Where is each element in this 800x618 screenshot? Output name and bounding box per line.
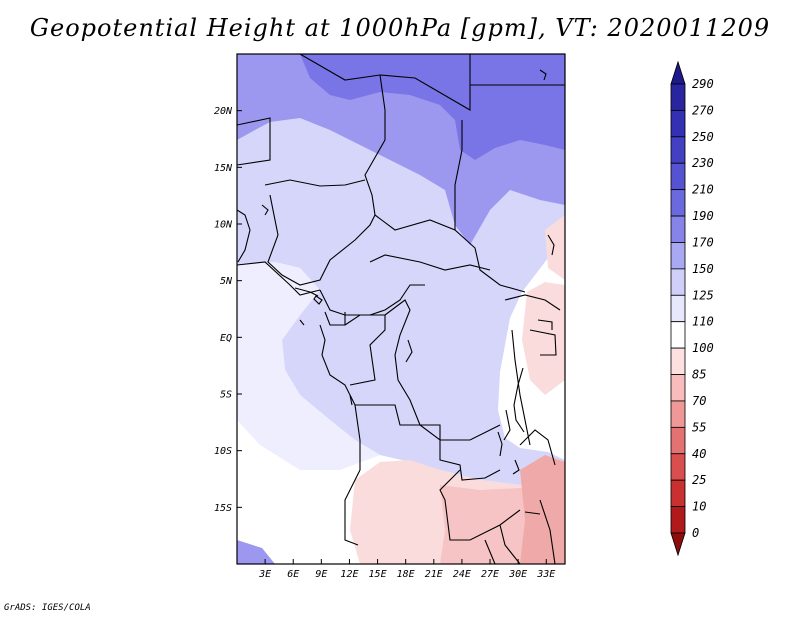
y-tick-label: EQ — [220, 333, 232, 344]
colorbar-label: 25 — [692, 473, 706, 487]
colorbar-swatch — [670, 294, 686, 323]
colorbar-label: 100 — [692, 341, 714, 355]
colorbar-label: 230 — [692, 156, 714, 170]
colorbar-swatch — [670, 506, 686, 534]
x-tick-label: 12E — [340, 569, 358, 580]
y-tick-label: 20N — [214, 106, 233, 117]
field-region — [520, 455, 565, 564]
field-region — [300, 54, 565, 160]
field-region — [522, 282, 565, 395]
colorbar-label: 170 — [692, 235, 714, 249]
field-region — [237, 54, 300, 115]
colorbar-swatch — [670, 215, 686, 243]
colorbar-swatch — [670, 189, 686, 217]
colorbar-label: 125 — [692, 288, 714, 302]
colorbar-swatch — [670, 374, 686, 402]
longitude-axis: 3E 6E 9E 12E 15E 18E 21E 24E 27E 30E 33E — [258, 559, 555, 580]
colorbar-bottom-arrow — [670, 532, 686, 557]
x-tick-label: 18E — [397, 569, 415, 580]
y-tick-label: 10N — [214, 220, 233, 231]
colorbar-label: 290 — [692, 77, 714, 91]
colorbar-label: 270 — [692, 103, 714, 117]
field-region — [237, 262, 380, 470]
y-tick-label: 15S — [214, 503, 232, 514]
colorbar-swatch — [670, 479, 686, 507]
y-tick-label: 10S — [214, 446, 232, 457]
colorbar-top-arrow — [670, 60, 686, 85]
x-tick-label: 24E — [453, 569, 471, 580]
field-region — [237, 540, 275, 564]
colorbar-label: 150 — [692, 262, 714, 276]
x-tick-label: 33E — [536, 569, 555, 580]
colorbar-swatch — [670, 453, 686, 481]
map-title: Geopotential Height at 1000hPa [gpm], VT… — [29, 14, 771, 42]
y-tick-label: 5N — [220, 276, 233, 287]
coastline — [237, 69, 555, 515]
colorbar-swatch — [670, 136, 686, 164]
colorbar: 2902702502302101901701501251101008570554… — [670, 60, 714, 557]
colorbar-label: 110 — [692, 315, 714, 329]
colorbar-label: 10 — [692, 500, 706, 514]
x-tick-label: 15E — [369, 569, 387, 580]
colorbar-label: 40 — [692, 447, 706, 461]
colorbar-swatch — [670, 83, 686, 111]
x-tick-label: 30E — [508, 569, 527, 580]
x-tick-label: 21E — [425, 569, 443, 580]
colorbar-swatch — [670, 321, 686, 349]
colorbar-swatch — [670, 242, 686, 270]
colorbar-swatch — [670, 110, 686, 138]
colorbar-label: 55 — [692, 420, 706, 434]
x-tick-label: 6E — [287, 569, 299, 580]
colorbar-swatch — [670, 426, 686, 455]
geopotential-field — [237, 54, 565, 564]
colorbar-label: 85 — [692, 368, 706, 382]
field-region — [545, 215, 565, 280]
grads-credit: GrADS: IGES/COLA — [4, 603, 91, 613]
colorbar-label: 70 — [692, 394, 706, 408]
map-frame — [236, 53, 566, 565]
colorbar-label: 0 — [692, 526, 699, 540]
colorbar-swatch — [670, 268, 686, 296]
country-borders — [237, 54, 565, 564]
y-tick-label: 5S — [220, 390, 232, 401]
colorbar-label: 250 — [692, 130, 714, 144]
x-tick-label: 9E — [315, 569, 327, 580]
colorbar-swatch — [670, 347, 686, 375]
x-tick-label: 3E — [258, 569, 271, 580]
y-tick-label: 15N — [214, 163, 233, 174]
colorbar-swatch — [670, 162, 686, 191]
latitude-axis: 20N 15N 10N 5N EQ 5S 10S 15S — [214, 106, 242, 514]
colorbar-label: 190 — [692, 209, 714, 223]
x-tick-label: 27E — [481, 569, 499, 580]
colorbar-swatch — [670, 400, 686, 428]
colorbar-label: 210 — [692, 183, 714, 197]
